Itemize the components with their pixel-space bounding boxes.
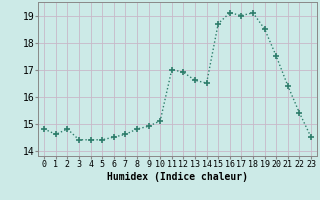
X-axis label: Humidex (Indice chaleur): Humidex (Indice chaleur) (107, 172, 248, 182)
